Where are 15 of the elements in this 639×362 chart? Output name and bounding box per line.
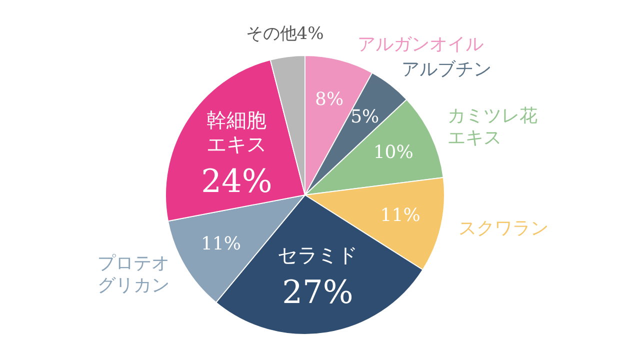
slice-label: 幹細胞エキス	[206, 108, 267, 156]
data-label: 5%	[350, 106, 380, 128]
slice-label: プロテオグリカン	[97, 252, 170, 296]
data-label: 8%	[315, 89, 344, 110]
data-label: 27%	[282, 273, 354, 312]
data-label: 11%	[200, 233, 241, 254]
slice-label: カミツレ花エキス	[448, 106, 538, 149]
slice-label: その他4%	[246, 24, 324, 44]
slice-label: スクワラン	[458, 218, 549, 240]
slice-label: アルブチン	[402, 59, 492, 80]
data-label: 10%	[373, 142, 414, 164]
data-label: 11%	[380, 204, 420, 226]
data-label: 24%	[201, 162, 272, 200]
slice-label: セラミド	[278, 243, 358, 268]
slice-label: アルガンオイル	[358, 34, 484, 56]
